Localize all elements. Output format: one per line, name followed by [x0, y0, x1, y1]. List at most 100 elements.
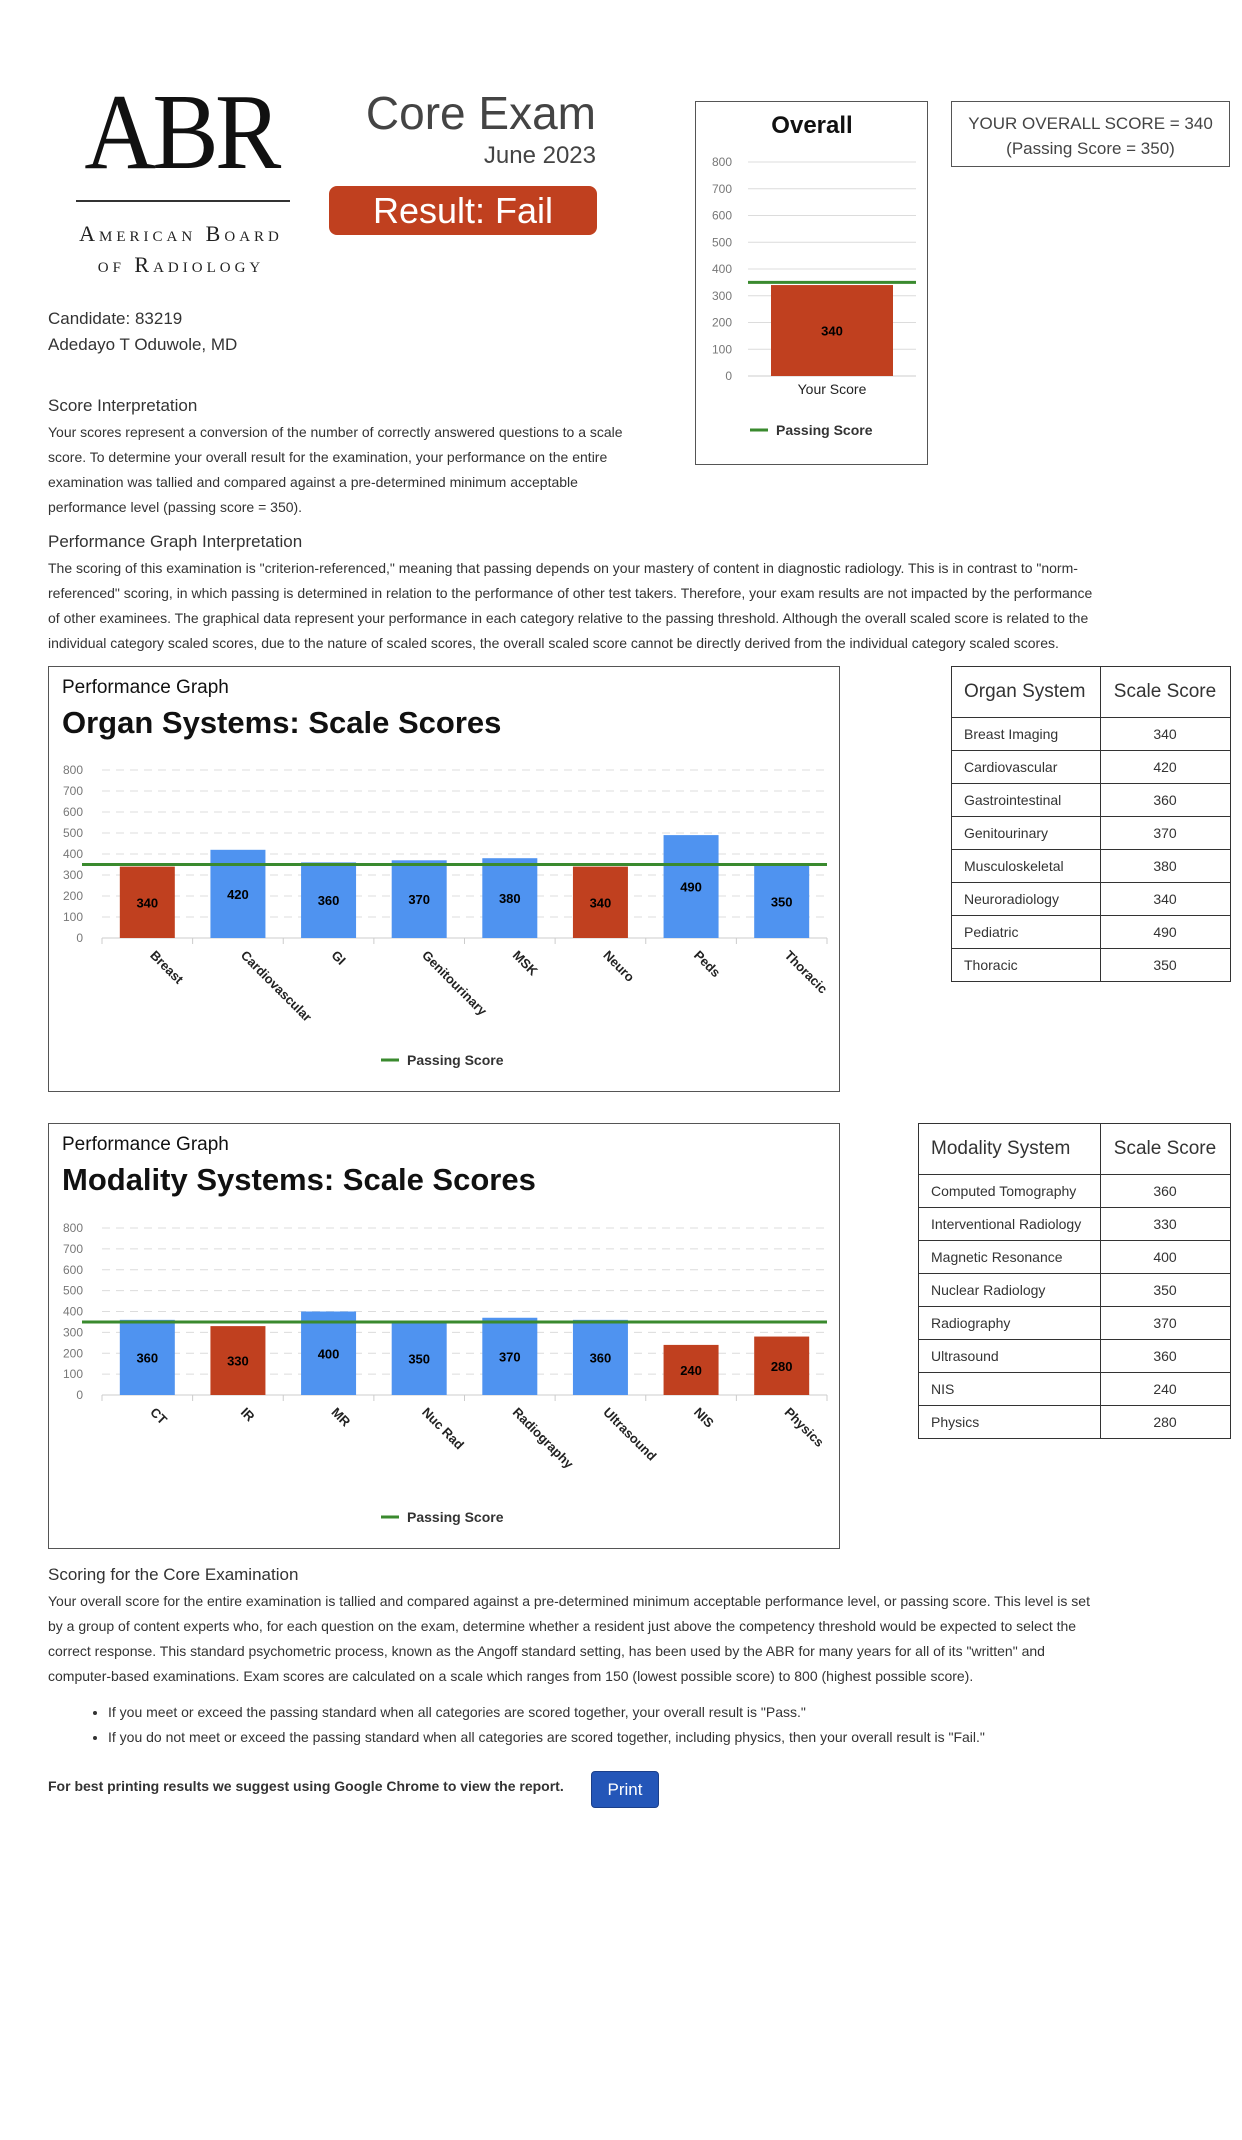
logo-name-line1: American Board [79, 221, 283, 246]
scoring-title: Scoring for the Core Examination [48, 1565, 299, 1584]
y-tick-label: 500 [63, 1284, 83, 1298]
system-name-cell: Interventional Radiology [918, 1207, 1101, 1241]
print-button[interactable]: Print [591, 1771, 659, 1808]
logo-name-line2: of Radiology [97, 252, 265, 277]
table-row: Cardiovascular 420 [951, 750, 1231, 784]
scale-score-cell: 400 [1100, 1240, 1231, 1274]
bar [482, 1317, 538, 1395]
data-label: 240 [680, 1363, 702, 1378]
organ-score-table: Organ System Scale Score Breast Imaging 3… [951, 666, 1231, 982]
scoring-line: by a group of content experts who, for e… [48, 1618, 1077, 1634]
x-tick-label: MR [328, 1405, 353, 1430]
x-tick-label: Physics [782, 1405, 827, 1450]
gi-line: referenced" scoring, in which passing is… [48, 585, 1093, 601]
graph-interpretation-text: The scoring of this examination is "crit… [48, 556, 1208, 656]
x-tick-label: Thoracic [782, 948, 831, 997]
data-label: 280 [771, 1359, 793, 1374]
y-tick-label: 0 [76, 931, 83, 945]
list-item: If you do not meet or exceed the passing… [108, 1725, 985, 1750]
table-row: Nuclear Radiology 350 [918, 1273, 1231, 1307]
scale-score-cell: 380 [1100, 849, 1231, 883]
data-label: 360 [590, 1350, 612, 1365]
bar [391, 860, 447, 938]
y-tick-label: 700 [63, 784, 83, 798]
y-tick-label: 800 [63, 1221, 83, 1235]
scale-score-cell: 490 [1100, 915, 1231, 949]
gi-line: individual category scaled scores, due t… [48, 635, 1059, 651]
system-name-cell: Pediatric [951, 915, 1101, 949]
table-row: Magnetic Resonance 400 [918, 1240, 1231, 1274]
data-label: 350 [408, 1351, 430, 1366]
x-tick-label: GI [328, 948, 348, 968]
y-tick-label: 200 [712, 316, 732, 330]
y-tick-label: 400 [63, 1305, 83, 1319]
system-name-cell: Neuroradiology [951, 882, 1101, 916]
y-tick-label: 300 [712, 289, 732, 303]
gi-line: of other examinees. The graphical data r… [48, 610, 1089, 626]
table-row: Breast Imaging 340 [951, 717, 1231, 751]
x-tick-label: MSK [510, 948, 541, 979]
bar [301, 862, 357, 938]
table-row: Genitourinary 370 [951, 816, 1231, 850]
system-name-cell: Thoracic [951, 948, 1101, 982]
overall-chart: 0 100 200 300 400 500 600 700 800 340 Your Score Pa… [712, 112, 916, 438]
y-tick-label: 0 [76, 1388, 83, 1402]
x-tick-label: Ultrasound [600, 1405, 659, 1464]
system-name-cell: Breast Imaging [951, 717, 1101, 751]
system-name-cell: Physics [918, 1405, 1101, 1439]
system-name-cell: Gastrointestinal [951, 783, 1101, 817]
system-name-cell: Radiography [918, 1306, 1101, 1340]
table-row: Musculoskeletal 380 [951, 849, 1231, 883]
scale-score-header: Scale Score [1100, 666, 1231, 718]
bar [754, 864, 810, 938]
passing-score-text: (Passing Score = 350) [1006, 139, 1175, 158]
x-tick-label: Your Score [798, 381, 867, 397]
x-tick-label: Genitourinary [419, 948, 490, 1019]
graph-interpretation-title: Performance Graph Interpretation [48, 532, 303, 551]
data-label: 360 [318, 893, 340, 908]
bar [572, 1319, 628, 1395]
organ-graph-title: Organ Systems: Scale Scores [62, 705, 502, 740]
table-row: Gastrointestinal 360 [951, 783, 1231, 817]
y-tick-label: 500 [63, 826, 83, 840]
scale-score-cell: 370 [1100, 1306, 1231, 1340]
x-tick-label: Radiography [510, 1405, 577, 1472]
system-name-cell: Ultrasound [918, 1339, 1101, 1373]
system-name-cell: Computed Tomography [918, 1174, 1101, 1208]
table-row: Radiography 370 [918, 1306, 1231, 1340]
data-label: 340 [590, 895, 612, 910]
y-tick-label: 400 [63, 847, 83, 861]
table-row: Neuroradiology 340 [951, 882, 1231, 916]
candidate-id: Candidate: 83219 [48, 309, 183, 328]
bar [572, 866, 628, 938]
modality-system-header: Modality System [918, 1123, 1101, 1175]
y-tick-label: 700 [63, 1242, 83, 1256]
exam-date: June 2023 [483, 142, 596, 169]
table-row: Thoracic 350 [951, 948, 1231, 982]
scoring-line: computer-based examinations. Exam scores… [48, 1668, 974, 1684]
table-row: Interventional Radiology 330 [918, 1207, 1231, 1241]
table-row: Physics 280 [918, 1405, 1231, 1439]
system-name-cell: Musculoskeletal [951, 849, 1101, 883]
system-name-cell: NIS [918, 1372, 1101, 1406]
bar [663, 835, 719, 938]
data-label: 340 [821, 324, 843, 339]
scale-score-cell: 240 [1100, 1372, 1231, 1406]
scoring-line: Your overall score for the entire examin… [48, 1593, 1090, 1609]
x-tick-label: CT [147, 1405, 170, 1428]
overall-chart-panel: 0 100 200 300 400 500 600 700 800 340 Your Score Pa… [695, 101, 928, 465]
x-tick-label: NIS [691, 1405, 717, 1431]
table-header-row: Modality System Scale Score [918, 1123, 1231, 1175]
scoring-line: correct response. This standard psychome… [48, 1643, 1045, 1659]
scoring-rules-list: If you meet or exceed the passing standa… [88, 1700, 985, 1750]
abr-logo-mark: ABR [84, 73, 281, 192]
scale-score-cell: 370 [1100, 816, 1231, 850]
y-tick-label: 100 [63, 910, 83, 924]
y-tick-label: 800 [712, 155, 732, 169]
x-tick-label: Neuro [600, 948, 637, 985]
data-label: 350 [771, 894, 793, 909]
data-label: 490 [680, 880, 702, 895]
scale-score-cell: 350 [1100, 1273, 1231, 1307]
bar [663, 1344, 719, 1395]
data-label: 400 [318, 1346, 340, 1361]
